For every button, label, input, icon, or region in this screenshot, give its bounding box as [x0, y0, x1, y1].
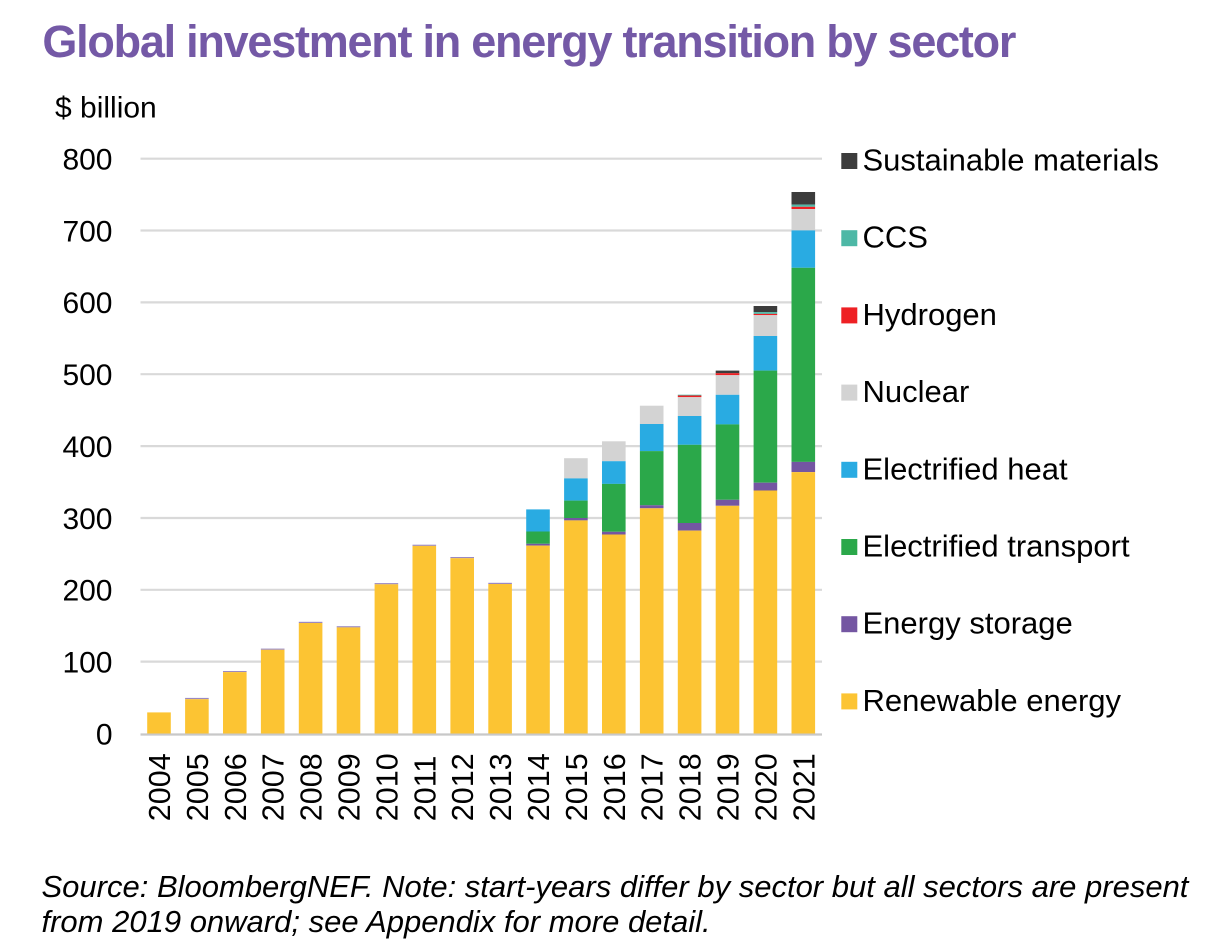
svg-text:from 2019 onward; see Appendix: from 2019 onward; see Appendix for more …: [42, 904, 711, 939]
svg-text:200: 200: [62, 575, 112, 608]
svg-text:0: 0: [96, 718, 113, 751]
svg-text:Electrified heat: Electrified heat: [863, 451, 1068, 486]
svg-text:2013: 2013: [484, 753, 518, 821]
svg-text:2007: 2007: [257, 753, 291, 821]
svg-text:2017: 2017: [636, 753, 670, 821]
svg-text:Global investment in energy tr: Global investment in energy transition b…: [42, 16, 1015, 67]
svg-text:2020: 2020: [749, 753, 783, 821]
svg-text:2016: 2016: [598, 753, 632, 821]
svg-text:Electrified transport: Electrified transport: [863, 529, 1130, 564]
svg-text:2004: 2004: [143, 753, 177, 821]
svg-text:Sustainable materials: Sustainable materials: [863, 143, 1159, 178]
svg-text:2010: 2010: [370, 753, 404, 821]
svg-text:600: 600: [62, 287, 112, 320]
svg-text:2014: 2014: [522, 753, 556, 821]
svg-text:2019: 2019: [712, 753, 746, 821]
svg-text:Renewable energy: Renewable energy: [863, 683, 1122, 718]
svg-text:400: 400: [62, 431, 112, 464]
svg-text:2005: 2005: [181, 753, 215, 821]
svg-text:2009: 2009: [333, 753, 367, 821]
svg-text:700: 700: [62, 215, 112, 248]
svg-text:2006: 2006: [219, 753, 253, 821]
svg-text:2011: 2011: [408, 756, 442, 822]
svg-text:Source: BloombergNEF. Note: st: Source: BloombergNEF. Note: start-years …: [42, 869, 1190, 904]
svg-text:2012: 2012: [446, 753, 480, 821]
svg-text:2018: 2018: [674, 753, 708, 821]
svg-text:Hydrogen: Hydrogen: [863, 297, 997, 332]
svg-text:Energy storage: Energy storage: [863, 606, 1073, 641]
svg-text:2015: 2015: [560, 753, 594, 821]
svg-text:2008: 2008: [295, 753, 329, 821]
svg-text:CCS: CCS: [863, 220, 928, 255]
svg-text:100: 100: [62, 646, 112, 679]
svg-text:800: 800: [62, 144, 112, 177]
svg-text:Nuclear: Nuclear: [863, 374, 970, 409]
svg-text:2021: 2021: [787, 753, 821, 821]
svg-text:500: 500: [62, 359, 112, 392]
svg-text:$ billion: $ billion: [55, 91, 157, 124]
svg-text:300: 300: [62, 503, 112, 536]
